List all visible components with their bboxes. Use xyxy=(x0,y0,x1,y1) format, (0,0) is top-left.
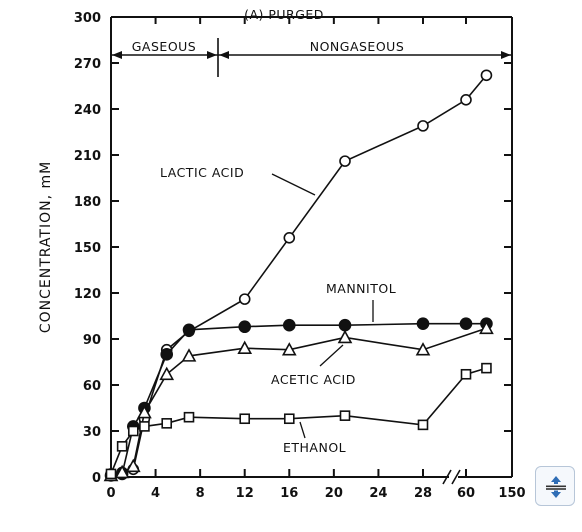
data-point xyxy=(160,348,174,361)
data-point xyxy=(283,413,295,425)
data-point xyxy=(460,368,472,380)
data-point xyxy=(114,464,130,479)
x-tick-label: 0 xyxy=(106,486,115,501)
data-point xyxy=(125,458,141,473)
chart-title: (A) PURGED xyxy=(244,7,324,22)
phase-label-gaseous: GASEOUS xyxy=(132,39,197,54)
phase-arrow-gas-right xyxy=(207,51,217,59)
y-tick-label: 240 xyxy=(74,103,101,118)
x-tick-label: 12 xyxy=(236,486,254,501)
series-label: LACTIC ACID xyxy=(160,165,244,180)
y-tick-label: 30 xyxy=(83,425,101,440)
data-point xyxy=(479,320,494,335)
x-tick-label: 16 xyxy=(280,486,298,501)
series-layer xyxy=(103,69,494,482)
phase-label-nongaseous: NONGASEOUS xyxy=(310,39,405,54)
data-point xyxy=(338,318,352,332)
series-leader-line xyxy=(271,173,316,196)
expand-collapse-button[interactable] xyxy=(535,466,575,506)
data-point xyxy=(137,404,152,419)
y-tick-label: 300 xyxy=(74,11,101,26)
data-point xyxy=(127,425,139,437)
x-tick-label: 20 xyxy=(325,486,343,501)
data-point xyxy=(339,410,351,421)
phase-arrow-right xyxy=(501,51,511,59)
y-tick-label: 60 xyxy=(83,379,101,394)
y-tick-label: 150 xyxy=(74,241,101,256)
data-point xyxy=(116,441,128,452)
data-point xyxy=(283,232,296,244)
data-point xyxy=(238,320,252,334)
data-point xyxy=(238,293,251,305)
data-point xyxy=(281,342,297,356)
x-tick-label: 8 xyxy=(196,486,205,501)
y-tick-label: 0 xyxy=(92,471,101,486)
axes xyxy=(110,16,513,485)
y-tick-label: 120 xyxy=(74,287,101,302)
data-point xyxy=(105,468,117,480)
x-tick-label: 60 xyxy=(457,486,475,501)
phase-arrow-nongas-left xyxy=(219,51,229,59)
expand-collapse-icon xyxy=(546,476,566,498)
data-point xyxy=(139,421,150,432)
data-point xyxy=(480,69,493,82)
series-leader-line xyxy=(299,421,306,439)
data-point xyxy=(239,413,251,425)
data-point xyxy=(282,318,296,332)
series-leader-line xyxy=(319,344,344,367)
data-point xyxy=(161,418,173,429)
data-point xyxy=(337,329,353,344)
data-point xyxy=(460,94,472,106)
data-point xyxy=(417,120,429,132)
x-tick-label: 28 xyxy=(414,486,432,501)
data-point xyxy=(339,155,351,167)
data-point xyxy=(183,411,195,423)
data-point xyxy=(159,366,175,381)
data-point xyxy=(459,317,473,330)
y-tick-label: 180 xyxy=(74,195,101,210)
series-label: ETHANOL xyxy=(283,440,346,455)
data-point xyxy=(237,340,253,354)
series-label: ACETIC ACID xyxy=(271,372,356,387)
data-point xyxy=(417,419,429,431)
x-axis-break-mark xyxy=(442,469,461,485)
data-point xyxy=(481,362,492,374)
series-line xyxy=(110,74,488,475)
series-label: MANNITOL xyxy=(326,281,396,296)
x-tick-label: 150 xyxy=(498,486,525,501)
data-point xyxy=(416,317,430,330)
y-tick-label: 270 xyxy=(74,57,101,72)
y-tick-label: 210 xyxy=(74,149,101,164)
data-point xyxy=(415,342,431,356)
chart-labels: 0 30 60 90 120 150 180 210 240 270 300 0 4 8 12 16 20 24 2… xyxy=(38,7,526,501)
data-point xyxy=(182,323,196,337)
x-tick-label: 4 xyxy=(151,486,160,501)
y-axis-label: CONCENTRATION, mM xyxy=(38,161,54,333)
series-mannitol xyxy=(104,317,493,482)
data-point xyxy=(181,348,197,362)
phase-arrow-left xyxy=(112,51,122,59)
series-ethanol xyxy=(105,362,492,480)
x-tick-label: 24 xyxy=(369,486,387,501)
y-tick-label: 90 xyxy=(83,333,101,348)
